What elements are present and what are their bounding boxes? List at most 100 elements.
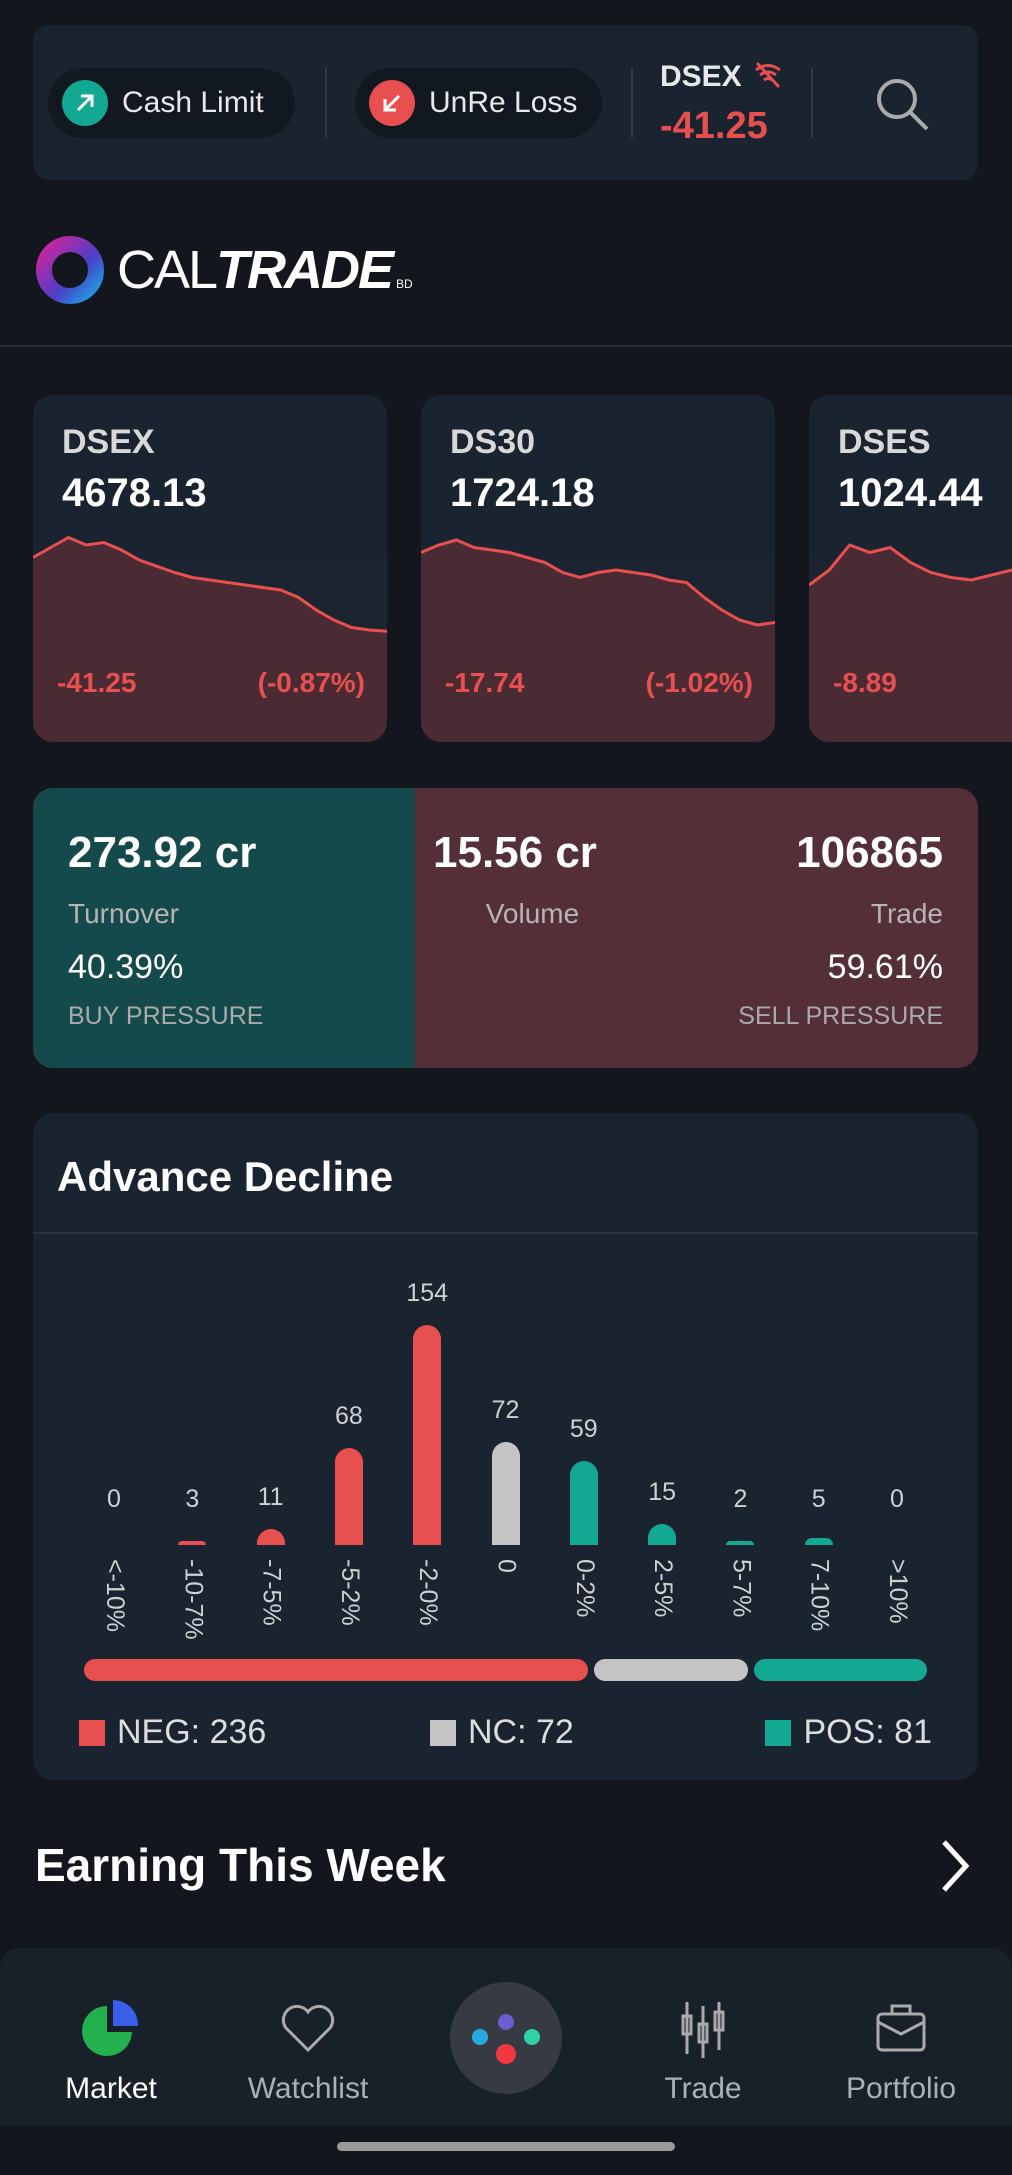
search-icon[interactable] <box>873 75 933 140</box>
home-indicator <box>337 2142 675 2151</box>
center-action-button[interactable] <box>450 1982 562 2094</box>
cash-limit-button[interactable]: Cash Limit <box>48 68 295 138</box>
summary-bar-pos <box>753 1659 927 1681</box>
sparkline-chart <box>421 538 775 742</box>
index-card-dses[interactable]: DSES 1024.44 -8.89 <box>809 395 1012 742</box>
summary-bar-nc <box>594 1659 748 1681</box>
turnover-value: 273.92 cr <box>68 828 257 877</box>
logo-text-light: CAL <box>117 240 218 300</box>
bar-value-label: 11 <box>257 1483 284 1512</box>
volume-label: Volume <box>485 898 580 929</box>
nav-label: Market <box>65 2072 157 2105</box>
index-card-dsex[interactable]: DSEX 4678.13 -41.25 (-0.87%) <box>33 395 387 742</box>
bar-value-label: 59 <box>569 1414 598 1443</box>
bar <box>256 1529 285 1545</box>
divider <box>325 68 327 138</box>
candlestick-icon <box>681 2002 725 2058</box>
logo-suffix: BD <box>396 277 413 291</box>
divider <box>631 68 633 138</box>
dots-menu-icon <box>472 2014 540 2064</box>
bar <box>726 1541 755 1545</box>
nav-label: Watchlist <box>247 2072 369 2105</box>
chevron-right-icon[interactable] <box>938 1838 972 1899</box>
index-change: -8.89 <box>833 667 897 698</box>
buy-pressure-label: BUY PRESSURE <box>68 1002 264 1030</box>
sparkline-chart <box>33 535 387 742</box>
trade-label: Trade <box>870 898 943 929</box>
arrow-up-right-icon <box>62 80 108 126</box>
sparkline-area <box>33 537 387 742</box>
bar <box>491 1442 520 1545</box>
nav-label: Trade <box>664 2072 742 2105</box>
index-card-ds30[interactable]: DS30 1724.18 -17.74 (-1.02%) <box>421 395 775 742</box>
advance-decline-chart: 0 <-10% 3 -10-7% 11 -7-5% 68 -5-2% 154 -2-0% 72 0 59… <box>33 1113 978 1780</box>
caltrade-logo: CALTRADE BD <box>35 235 413 305</box>
legend-nc: NC: 72 <box>430 1713 574 1752</box>
sell-pressure-value: 59.61% <box>827 948 943 986</box>
bar-category-label: 2-5% <box>649 1559 678 1618</box>
bar-value-label: 3 <box>185 1485 200 1513</box>
buy-pressure-section <box>33 788 415 1068</box>
heart-icon <box>281 2004 335 2053</box>
nav-watchlist[interactable]: Watchlist <box>228 1998 388 2106</box>
index-name: DSEX <box>62 423 155 461</box>
legend-nc-label: NC: 72 <box>468 1713 574 1751</box>
sparkline-line <box>33 535 387 633</box>
bar-value-label: 68 <box>334 1401 363 1430</box>
arrow-down-left-icon <box>369 80 415 126</box>
bar-category-label: >10% <box>884 1559 912 1624</box>
bar <box>569 1460 598 1545</box>
nav-portfolio[interactable]: Portfolio <box>821 1998 981 2106</box>
nav-market[interactable]: Market <box>31 1998 191 2106</box>
advance-decline-title: Advance Decline <box>57 1153 394 1200</box>
sparkline-area <box>421 540 775 742</box>
bar-category-label: <-10% <box>101 1559 129 1632</box>
index-name: DS30 <box>450 423 536 461</box>
trade-value: 106865 <box>796 828 943 877</box>
pie-chart-icon <box>82 2000 139 2056</box>
volume-value: 15.56 cr <box>433 828 597 877</box>
earning-this-week-title[interactable]: Earning This Week <box>35 1839 446 1891</box>
index-change-percent: (-1.02%) <box>645 667 753 698</box>
index-value: 4678.13 <box>62 471 207 515</box>
buy-pressure-value: 40.39% <box>68 948 184 986</box>
summary-bar-neg <box>84 1659 589 1681</box>
bar-category-label: -10-7% <box>179 1559 208 1640</box>
nav-trade[interactable]: Trade <box>623 1998 783 2106</box>
legend-neg: NEG: 236 <box>79 1713 266 1752</box>
wifi-off-icon <box>753 61 783 94</box>
logo-text-bold: TRADE <box>216 240 394 300</box>
bar-category-label: -5-2% <box>335 1559 364 1626</box>
bar-category-label: -2-0% <box>414 1559 443 1626</box>
bar-value-label: 72 <box>491 1396 520 1425</box>
index-value: 1724.18 <box>450 471 595 515</box>
dsex-change: -41.25 <box>660 105 768 147</box>
bar <box>804 1537 833 1545</box>
unre-loss-button[interactable]: UnRe Loss <box>355 68 602 138</box>
index-change-percent: (-0.87%) <box>257 667 365 698</box>
briefcase-icon <box>876 2004 926 2052</box>
turnover-label: Turnover <box>68 898 180 929</box>
index-change: -41.25 <box>57 667 137 698</box>
legend-pos-label: POS: 81 <box>803 1713 932 1751</box>
market-stats-card: 273.92 cr Turnover 40.39% BUY PRESSURE 1… <box>33 788 978 1068</box>
dsex-label: DSEX <box>660 60 742 93</box>
top-summary-panel: Cash Limit UnRe Loss DSEX -41.25 <box>33 25 978 180</box>
legend-pos: POS: 81 <box>765 1713 932 1752</box>
sparkline-chart <box>809 543 1012 742</box>
sparkline-line <box>809 543 1012 587</box>
bar-value-label: 154 <box>406 1278 449 1307</box>
bar-value-label: 15 <box>648 1477 676 1506</box>
bar <box>413 1324 442 1545</box>
bar <box>648 1523 677 1545</box>
bar <box>178 1540 207 1545</box>
bar-category-label: 5-7% <box>727 1559 756 1618</box>
index-value: 1024.44 <box>838 471 983 515</box>
advance-decline-card: Advance Decline 0 <-10% 3 -10-7% 11 -7-5% 68 -5… <box>33 1113 978 1780</box>
sparkline-line <box>421 538 775 627</box>
bar-value-label: 0 <box>890 1485 904 1513</box>
summary-bar <box>84 1659 927 1681</box>
bar-category-label: 7-10% <box>805 1559 834 1632</box>
divider <box>0 345 1012 347</box>
bar <box>334 1447 363 1545</box>
